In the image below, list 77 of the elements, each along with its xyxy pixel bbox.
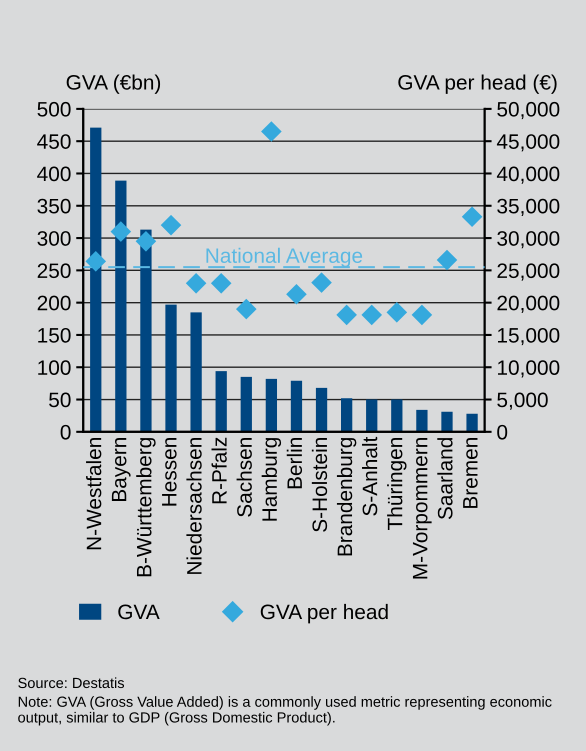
y-tick-label: 250 [38, 263, 71, 278]
y2-tick-label: 5,000 [497, 392, 548, 410]
x-tick-label: Thüringen [387, 438, 407, 530]
legend-label: GVA per head [260, 604, 388, 624]
y2-tick-label: 30,000 [497, 231, 560, 248]
bar [416, 410, 428, 432]
bar [240, 376, 252, 432]
y-tick-label: 450 [37, 134, 71, 149]
y2-tick-label: 0 [497, 424, 508, 440]
y2-tick-label: 10,000 [498, 360, 560, 378]
x-tick-label: Niedersachsen [186, 438, 202, 574]
y2-tick-label: 50,000 [497, 102, 560, 120]
legend-label: GVA [118, 604, 160, 620]
ref-line-label: National Average [206, 248, 362, 268]
point [311, 272, 332, 293]
y-tick-label: 0 [60, 424, 71, 440]
x-tick-label: N-Westfalen [86, 438, 102, 550]
bar [90, 128, 102, 432]
point [386, 302, 408, 323]
point [336, 304, 357, 326]
y-tick-label: 350 [37, 198, 71, 214]
bar [466, 414, 478, 432]
x-tick-label: B-Württemberg [136, 438, 156, 576]
bar [216, 371, 227, 432]
y-tick-label: 50 [49, 392, 71, 408]
x-tick-label: Saarland [437, 438, 453, 520]
y-tick-label: 150 [38, 328, 71, 343]
y2-tick-label: 35,000 [497, 198, 560, 216]
point [436, 250, 458, 270]
bar [441, 412, 453, 432]
y2-tick-label: 45,000 [496, 134, 560, 152]
x-tick-label: Berlin [286, 438, 302, 488]
point [110, 221, 132, 242]
y-tick-label: 400 [37, 166, 71, 182]
bar [340, 398, 352, 432]
y-tick-label: 200 [38, 296, 71, 310]
x-tick-label: Sachsen [236, 438, 252, 517]
point [412, 304, 432, 326]
bar [366, 400, 378, 432]
x-tick-label: Hamburg [262, 438, 282, 521]
bar [290, 380, 302, 432]
x-tick-label: Hessen [162, 438, 177, 506]
point [210, 272, 232, 294]
bar [165, 304, 177, 432]
point [462, 206, 482, 228]
point [261, 121, 282, 142]
y2-tick-label: 40,000 [496, 166, 560, 184]
x-tick-label: Bremen [463, 438, 478, 508]
point [136, 230, 156, 252]
point [160, 214, 182, 236]
bar [190, 312, 202, 432]
x-tick-label: Bayern [112, 438, 131, 501]
bar [391, 400, 402, 432]
bar [140, 230, 152, 432]
point [186, 272, 206, 294]
x-tick-label: S-Anhalt [362, 436, 378, 516]
bar [115, 180, 126, 432]
point [286, 284, 307, 305]
x-tick-label: S-Holstein [312, 438, 328, 532]
y2-tick-label: 25,000 [497, 263, 560, 281]
bar [316, 388, 328, 432]
y2-axis-title: GVA per head (€) [398, 74, 557, 94]
y-tick-label: 100 [38, 360, 71, 375]
point [85, 251, 106, 272]
x-tick-label: M-Vorpommern [412, 438, 432, 579]
bar [266, 378, 278, 432]
y2-tick-label: 20,000 [497, 296, 560, 313]
text: Note: GVA (Gross Value Added) is a commonly used metric representing economic output, similar to GDP (Gross Domestic Product). [18, 696, 552, 726]
x-tick-label: R-Pfalz [211, 438, 227, 504]
y-axis-title: GVA (€bn) [66, 74, 160, 94]
x-tick-label: Brandenburg [336, 438, 356, 556]
y-tick-label: 500 [37, 102, 71, 117]
point [236, 298, 257, 320]
y-tick-label: 300 [37, 231, 71, 246]
point [361, 304, 382, 326]
source-note: Source: Destatis [18, 677, 124, 688]
y2-tick-label: 15,000 [498, 328, 560, 346]
